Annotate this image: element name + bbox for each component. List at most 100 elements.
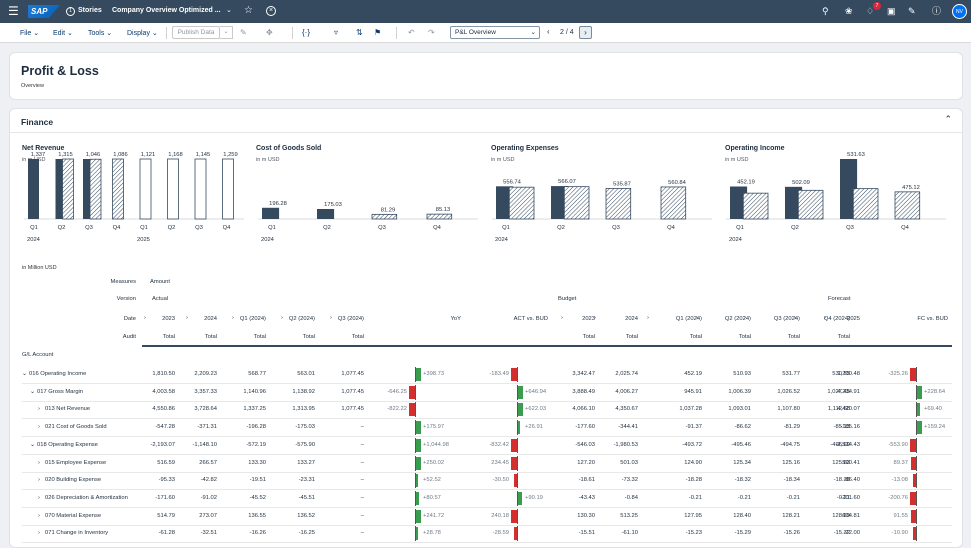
chat-icon[interactable]: ▣	[887, 6, 896, 16]
close-icon[interactable]: ×	[266, 6, 276, 16]
chart-bar-budget	[894, 191, 921, 220]
expand-icon[interactable]: ›	[186, 315, 188, 321]
expand-icon[interactable]: ›	[824, 315, 826, 321]
fc-vs-bud-variance-bar	[913, 527, 916, 541]
menu-edit[interactable]: Edit ⌄	[53, 30, 73, 37]
undo-icon[interactable]: ↶	[408, 28, 415, 37]
story-title[interactable]: Company Overview Optimized ...	[112, 7, 221, 14]
audit-column-header: Total	[253, 334, 266, 340]
actual-value: -45.51	[298, 494, 315, 501]
date-column-header[interactable]: Q3 (2024)	[337, 316, 364, 322]
filter-icon[interactable]: ▿	[334, 28, 339, 37]
row-expand-icon[interactable]: ›	[38, 477, 40, 484]
date-column-header[interactable]: 2025	[847, 316, 860, 322]
row-expand-icon[interactable]: ›	[38, 512, 40, 519]
menu-file[interactable]: File ⌄	[20, 30, 40, 37]
expand-icon[interactable]: ›	[594, 315, 596, 321]
tip-icon[interactable]: ❀	[845, 6, 853, 16]
menu-icon[interactable]: ☰	[8, 4, 19, 18]
row-label[interactable]: 013 Net Revenue	[45, 406, 91, 413]
yoy-variance-label: +175.97	[423, 424, 445, 431]
sort-icon[interactable]: ⇅	[356, 28, 363, 37]
budget-value: -494.75	[780, 441, 800, 448]
row-expand-icon[interactable]: ›	[38, 530, 40, 537]
expand-icon[interactable]: ›	[232, 315, 234, 321]
bell-icon[interactable]: ♢	[866, 6, 875, 16]
bookmark-icon[interactable]: ⚑	[374, 28, 382, 37]
row-expand-icon[interactable]: ›	[38, 406, 40, 413]
budget-value: 1,027.45	[827, 388, 850, 395]
date-column-header[interactable]: Q3 (2024)	[773, 316, 800, 322]
budget-value: 513.25	[620, 512, 638, 519]
row-label[interactable]: 070 Material Expense	[45, 512, 102, 519]
row-expand-icon[interactable]: ›	[38, 459, 40, 466]
chart-data-label: 1,315	[58, 152, 73, 158]
help-icon[interactable]: ⓘ	[932, 6, 942, 16]
next-page-button[interactable]: ›	[579, 26, 592, 39]
date-column-header[interactable]: Q4 (2024)	[823, 316, 850, 322]
date-column-header[interactable]: Q1 (2024)	[675, 316, 702, 322]
expand-icon[interactable]: ›	[330, 315, 332, 321]
move-icon[interactable]: ✥	[266, 28, 273, 37]
publish-dropdown-button[interactable]: ⌄	[220, 26, 233, 39]
row-divider	[22, 453, 952, 455]
chart-data-label: 535.87	[613, 181, 631, 187]
row-label[interactable]: 071 Change in Inventory	[45, 530, 109, 537]
budget-value: -546.03	[575, 441, 595, 448]
page-select[interactable]: P&L Overview ⌄	[450, 26, 540, 39]
previous-page-icon[interactable]: ‹	[547, 27, 550, 36]
menu-display[interactable]: Display ⌄	[127, 30, 158, 37]
row-label[interactable]: 015 Employee Expense	[45, 459, 107, 466]
favorite-star-icon[interactable]: ☆	[244, 5, 253, 16]
actual-value: -16.26	[249, 530, 266, 537]
row-expand-icon[interactable]: ⌄	[22, 371, 27, 377]
row-expand-icon[interactable]: ⌄	[30, 441, 35, 448]
budget-value: -18.28	[685, 477, 702, 484]
chart-tick-label: Q4	[113, 225, 122, 231]
row-expand-icon[interactable]: ›	[38, 424, 40, 431]
date-column-header[interactable]: 2023	[582, 316, 595, 322]
date-column-header[interactable]: 2024	[204, 316, 217, 322]
avatar[interactable]: NV	[952, 4, 967, 19]
redo-icon[interactable]: ↷	[428, 28, 435, 37]
row-label[interactable]: 016 Operating Income	[29, 371, 87, 377]
expand-icon[interactable]: ›	[281, 315, 283, 321]
row-expand-icon[interactable]: ⌄	[30, 388, 35, 395]
expand-icon[interactable]: ›	[744, 315, 746, 321]
menu-tools[interactable]: Tools ⌄	[88, 30, 113, 37]
date-column-header[interactable]: Q2 (2024)	[724, 316, 751, 322]
date-column-header[interactable]: 2024	[625, 316, 638, 322]
app-label[interactable]: Stories	[78, 7, 102, 14]
date-column-header[interactable]: FC vs. BUD	[917, 316, 948, 322]
chevron-down-icon[interactable]: ⌄	[226, 7, 232, 14]
fc-vs-bud-variance-bar	[916, 385, 922, 399]
expand-icon[interactable]: ›	[647, 315, 649, 321]
expand-icon[interactable]: ›	[696, 315, 698, 321]
expand-icon[interactable]: ›	[144, 315, 146, 321]
date-column-header[interactable]: ACT vs. BUD	[513, 316, 548, 322]
collapse-icon[interactable]: ⌃	[944, 114, 952, 124]
insert-icon[interactable]: ✎	[240, 28, 247, 37]
chart-title-cogs: Cost of Goods Sold	[256, 145, 322, 152]
publish-data-button[interactable]: Publish Data	[172, 26, 220, 39]
formula-icon[interactable]: {·}	[302, 28, 311, 37]
expand-icon[interactable]: ›	[794, 315, 796, 321]
row-label[interactable]: 018 Operating Expense	[37, 441, 98, 448]
sap-logo[interactable]: SAP	[28, 5, 60, 18]
row-expand-icon[interactable]: ›	[38, 494, 40, 501]
tasks-icon[interactable]: ✎	[908, 6, 916, 16]
date-column-header[interactable]: YoY	[450, 316, 461, 322]
budget-value: -15.32	[833, 530, 850, 537]
row-label[interactable]: 017 Gross Margin	[37, 388, 84, 395]
search-icon[interactable]: ⚲	[822, 6, 829, 16]
row-label[interactable]: 026 Depreciation & Amortization	[45, 494, 128, 501]
row-label[interactable]: 021 Cost of Goods Sold	[45, 424, 107, 431]
chart-tick-label: Q3	[85, 225, 93, 231]
date-column-header[interactable]: 2023	[162, 316, 175, 322]
fc-vs-bud-variance-label: -10.90	[891, 530, 908, 537]
date-column-header[interactable]: Q1 (2024)	[239, 316, 266, 322]
date-column-header[interactable]: Q2 (2024)	[288, 316, 315, 322]
row-label[interactable]: 020 Building Expense	[45, 477, 102, 484]
expand-icon[interactable]: ›	[561, 315, 563, 321]
actual-value: –	[360, 494, 364, 501]
